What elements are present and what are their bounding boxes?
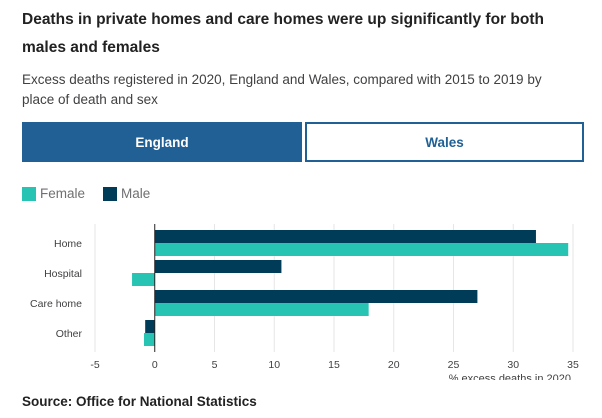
legend-label-male: Male	[121, 186, 151, 201]
bar-male	[154, 290, 478, 303]
x-tick-label: 35	[567, 359, 579, 371]
bar-female	[143, 333, 155, 346]
legend-item-female: Female	[22, 186, 85, 201]
legend-swatch-male	[103, 186, 118, 201]
bar-male	[154, 230, 536, 243]
x-tick-label: 15	[328, 359, 340, 371]
bar-female	[154, 303, 369, 316]
bar-male	[154, 260, 282, 273]
chart-legend: Female Male	[22, 186, 168, 201]
category-label: Home	[54, 238, 82, 250]
bar-chart: -5 0 5 10 15 20 25 30 35 Home Hospital Care home Oth…	[30, 224, 579, 380]
legend-label-female: Female	[40, 186, 86, 201]
x-tick-label: 10	[268, 359, 280, 371]
x-tick-label: 30	[507, 359, 519, 371]
bar-female	[154, 243, 569, 256]
category-label: Hospital	[44, 268, 82, 280]
chart-subtitle: Excess deaths registered in 2020, Englan…	[22, 72, 542, 107]
source-note: Source: Office for National Statistics	[22, 394, 257, 409]
chart-title: Deaths in private homes and care homes w…	[22, 11, 544, 56]
tab-england[interactable]: England	[22, 122, 302, 162]
bar-female	[132, 273, 155, 286]
tab-wales[interactable]: Wales	[305, 122, 584, 162]
x-tick-label: 5	[212, 359, 218, 371]
x-tick-label: 0	[152, 359, 158, 371]
legend-swatch-female	[22, 186, 36, 201]
category-label: Care home	[30, 298, 82, 310]
bar-male	[145, 320, 155, 333]
category-label: Other	[56, 328, 83, 340]
x-tick-label: -5	[90, 359, 99, 371]
x-tick-label: 25	[448, 359, 460, 371]
x-tick-label: 20	[388, 359, 400, 371]
legend-item-male: Male	[103, 186, 150, 201]
x-axis-label: % excess deaths in 2020	[449, 373, 571, 380]
